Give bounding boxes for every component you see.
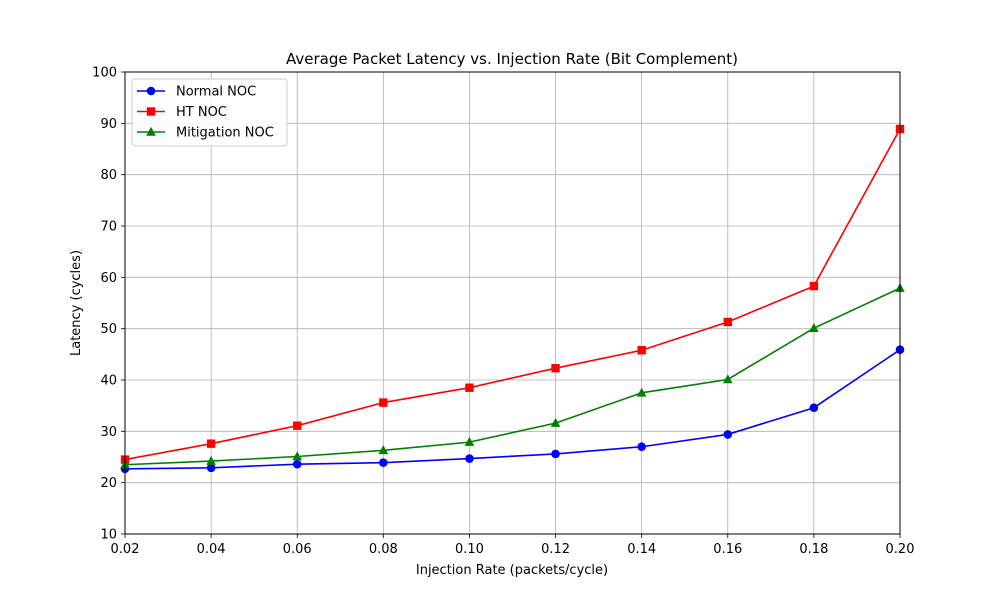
series-layer <box>120 124 905 474</box>
data-point <box>809 281 819 291</box>
series-ht-noc <box>120 124 905 464</box>
data-point <box>379 398 388 407</box>
series-line <box>124 287 901 466</box>
data-point <box>293 421 302 430</box>
y-tick-label: 30 <box>100 425 117 440</box>
legend-label: Mitigation NOC <box>176 126 274 141</box>
data-point <box>292 459 302 469</box>
series-mitigation-noc <box>120 282 905 469</box>
y-tick-label: 70 <box>100 220 117 235</box>
data-point <box>722 374 733 384</box>
data-point <box>206 463 216 473</box>
data-point <box>206 439 216 448</box>
legend-item: HT NOC <box>137 105 227 120</box>
y-tick-label: 90 <box>100 117 117 132</box>
data-point <box>637 442 646 452</box>
x-tick-label: 0.10 <box>455 542 484 557</box>
x-tick-label: 0.06 <box>283 542 312 557</box>
legend-item: Mitigation NOC <box>137 126 274 141</box>
data-point <box>637 346 646 355</box>
y-tick-label: 10 <box>100 528 117 543</box>
y-tick-label: 50 <box>100 322 117 337</box>
data-point <box>378 445 389 455</box>
data-point <box>809 322 819 332</box>
data-point <box>464 436 475 446</box>
legend-item: Normal NOC <box>137 85 256 100</box>
data-point <box>465 383 474 392</box>
x-tick-label: 0.02 <box>111 542 140 557</box>
plot-area-frame <box>124 71 901 535</box>
data-point <box>550 417 561 427</box>
data-point <box>723 317 732 327</box>
legend-label: HT NOC <box>176 105 227 120</box>
data-point <box>465 454 474 463</box>
data-point <box>636 387 647 397</box>
y-axis-label: Latency (cycles) <box>69 250 84 356</box>
legend-marker <box>146 126 156 136</box>
axis-ticks: 0.02 0.04 0.06 0.08 0.10 0.12 0.14 0.16 0.18 0.20… <box>92 66 914 558</box>
data-point <box>551 363 560 373</box>
x-tick-label: 0.18 <box>799 542 828 557</box>
legend-box <box>131 78 288 147</box>
x-tick-label: 0.12 <box>541 542 570 557</box>
data-point <box>551 449 560 459</box>
y-tick-label: 20 <box>100 476 117 491</box>
data-point <box>723 430 733 439</box>
series-line <box>124 349 901 470</box>
x-tick-label: 0.04 <box>197 542 226 557</box>
data-point <box>292 451 303 461</box>
x-axis-label: Injection Rate (packets/cycle) <box>416 563 608 578</box>
y-tick-label: 40 <box>100 374 117 389</box>
data-point <box>206 455 216 465</box>
x-tick-label: 0.08 <box>369 542 398 557</box>
y-tick-label: 80 <box>100 168 117 183</box>
legend-label: Normal NOC <box>176 85 256 100</box>
data-point <box>809 403 819 413</box>
x-tick-label: 0.16 <box>713 542 742 557</box>
series-line <box>124 128 901 461</box>
chart-title: Average Packet Latency vs. Injection Rat… <box>286 50 738 68</box>
legend-marker <box>146 86 156 96</box>
data-point <box>379 458 388 467</box>
legend: Normal NOC HT NOC Mitigation NOC <box>131 78 288 147</box>
x-tick-label: 0.20 <box>886 542 915 557</box>
y-tick-label: 60 <box>100 271 117 286</box>
x-tick-label: 0.14 <box>627 542 656 557</box>
y-tick-label: 100 <box>92 66 117 81</box>
series-normal-noc <box>120 345 905 474</box>
legend-marker <box>146 107 156 116</box>
